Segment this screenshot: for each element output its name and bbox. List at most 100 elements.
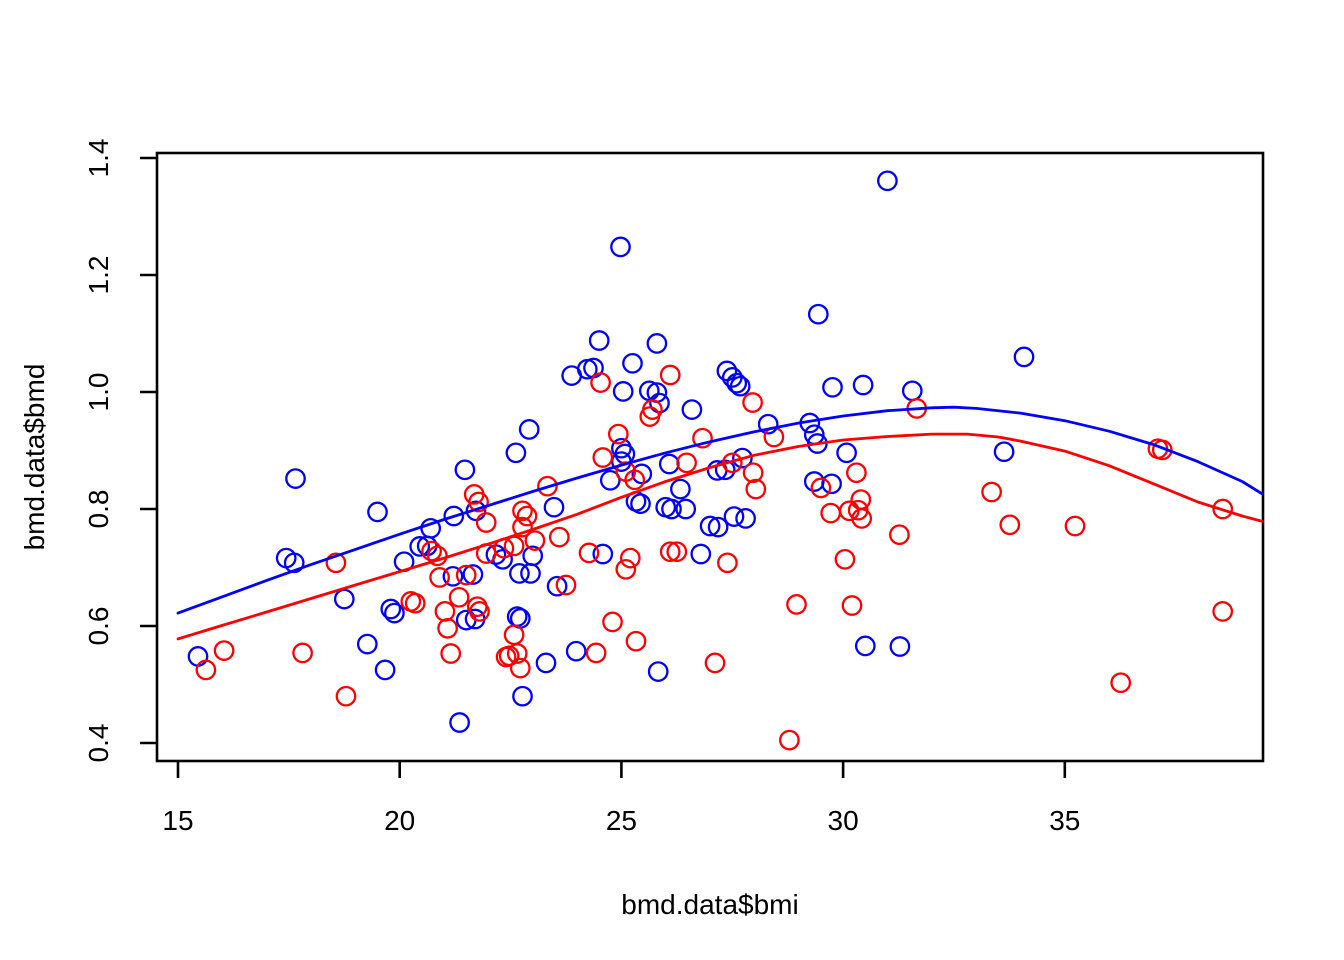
data-point-blue-group (505, 442, 527, 464)
data-point-red-group (512, 516, 533, 538)
data-point-blue-group (449, 712, 470, 733)
data-point-red-group (607, 423, 629, 445)
data-point-red-group (524, 530, 546, 551)
data-point-red-group (779, 729, 800, 751)
data-point-red-group (548, 526, 570, 548)
data-point-red-group (429, 567, 450, 588)
data-point-blue-group (681, 399, 703, 420)
data-point-blue-group (670, 478, 691, 500)
data-point-red-group (437, 617, 458, 639)
y-axis-ticks: 0.4 0.6 0.8 1.0 1.2 1.4 (83, 139, 157, 763)
data-point-red-group (421, 540, 442, 562)
data-point-red-group (624, 469, 646, 491)
data-point-red-group (704, 652, 726, 674)
data-point-blue-group (836, 442, 857, 464)
data-point-blue-group (599, 469, 621, 491)
data-point-blue-group (732, 447, 753, 469)
data-point-red-group (506, 643, 528, 664)
data-point-red-group (850, 489, 872, 510)
data-point-blue-group (592, 543, 614, 565)
data-point-red-group (503, 624, 525, 646)
data-point-red-group (1151, 439, 1173, 461)
data-point-red-group (404, 592, 426, 614)
data-point-red-group (810, 477, 832, 499)
data-point-blue-group (630, 493, 651, 515)
data-point-red-group (786, 594, 807, 615)
data-point-red-group (512, 500, 533, 522)
data-point-blue-group (622, 352, 643, 374)
x-axis-ticks: 15 20 25 30 35 (162, 761, 1080, 836)
y-tick-label: 1.2 (83, 256, 114, 295)
data-point-blue-group (443, 505, 465, 527)
data-point-blue-group (877, 170, 898, 192)
data-point-blue-group (649, 392, 670, 414)
data-point-blue-group (546, 575, 568, 597)
data-point-blue-group (612, 381, 634, 402)
y-tick-label: 0.6 (83, 607, 114, 646)
data-point-blue-group (285, 468, 306, 489)
data-point-blue-group (729, 375, 751, 397)
data-point-red-group (537, 475, 558, 497)
data-point-blue-group (367, 501, 388, 523)
data-point-red-group (427, 545, 448, 567)
data-point-red-group (434, 601, 456, 622)
data-point-blue-group (726, 372, 748, 394)
x-axis-title: bmd.data$bmi (621, 889, 798, 920)
x-tick-label: 20 (384, 805, 415, 836)
data-point-blue-group (384, 602, 405, 624)
data-point-red-group (642, 399, 663, 420)
data-point-blue-group (465, 500, 487, 522)
data-point-blue-group (333, 588, 355, 610)
blue-fit-line (176, 405, 1264, 615)
data-point-blue-group (646, 333, 668, 354)
plot-border-box (155, 151, 1265, 763)
data-point-red-group (440, 643, 462, 664)
data-point-red-group (846, 462, 867, 484)
data-point-red-group (834, 548, 856, 570)
data-point-blue-group (543, 496, 565, 518)
data-point-blue-group (509, 563, 530, 584)
fit-curves (176, 405, 1264, 641)
data-point-blue-group (462, 564, 484, 585)
data-point-blue-group (565, 640, 587, 662)
data-point-red-group (585, 642, 607, 664)
data-point-red-group (889, 524, 910, 546)
data-point-blue-group (520, 563, 541, 584)
data-point-blue-group (723, 506, 745, 527)
red-fit-line (176, 432, 1264, 641)
data-point-blue-group (187, 646, 209, 667)
data-point-blue-group (822, 376, 843, 398)
y-tick-label: 0.4 (83, 724, 114, 763)
y-axis-title: bmd.data$bmd (19, 364, 50, 551)
data-point-red-group (981, 481, 1002, 503)
data-point-blue-group (374, 659, 396, 681)
data-point-red-group (1212, 601, 1234, 622)
data-point-blue-group (901, 380, 923, 402)
data-point-red-group (999, 514, 1021, 536)
data-point-red-group (468, 491, 489, 513)
x-tick-label: 25 (606, 805, 637, 836)
data-point-blue-group (658, 453, 680, 475)
data-point-blue-group (852, 374, 874, 396)
data-point-blue-group (889, 636, 911, 657)
data-point-blue-group (757, 413, 779, 435)
data-point-blue-group (690, 543, 712, 565)
data-point-red-group (676, 452, 697, 474)
data-point-red-group (590, 372, 611, 393)
x-tick-label: 15 (162, 805, 193, 836)
data-point-red-group (292, 642, 313, 664)
data-point-blue-group (522, 545, 544, 567)
data-point-red-group (619, 547, 641, 569)
data-point-red-group (1064, 515, 1086, 537)
scatter-points (187, 170, 1234, 751)
data-point-red-group (625, 630, 647, 652)
data-point-red-group (615, 558, 637, 580)
data-point-red-group (455, 564, 477, 586)
data-point-red-group (335, 685, 357, 707)
y-tick-label: 1.4 (83, 139, 114, 178)
data-point-blue-group (661, 498, 682, 520)
data-point-red-group (717, 552, 738, 574)
x-tick-label: 30 (828, 805, 859, 836)
data-point-red-group (516, 505, 538, 527)
